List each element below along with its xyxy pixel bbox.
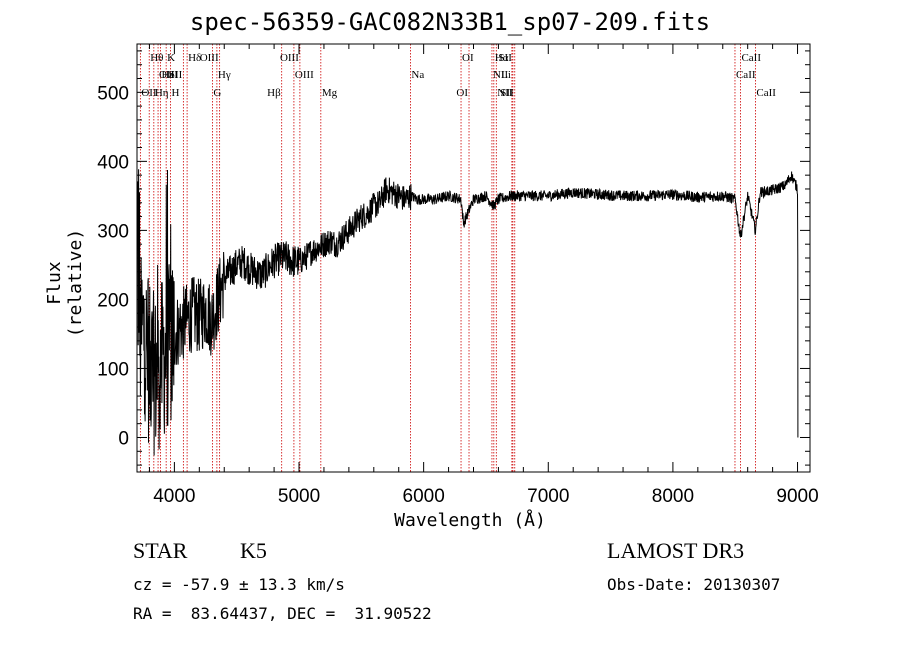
y-axis: 0 100 200 300 400 500 — [97, 50, 810, 466]
survey-label: LAMOST DR3 — [607, 538, 745, 563]
line-marker-label: Hδ — [188, 52, 201, 64]
line-marker-label: OI — [456, 87, 468, 99]
chart-title: spec-56359-GAC082N33B1_sp07-209.fits — [189, 8, 711, 36]
y-tick-label: 500 — [97, 83, 129, 104]
line-marker-label: CaII — [736, 69, 756, 81]
line-marker-label: Hη — [155, 87, 169, 99]
line-marker-label: HeI — [162, 69, 179, 81]
obs-date-text: Obs-Date: 20130307 — [607, 575, 781, 594]
redshift-text: cz = -57.9 ± 13.3 km/s — [133, 575, 345, 594]
line-marker-label: OIII — [280, 52, 299, 64]
spectrum-series-line — [136, 169, 799, 456]
line-marker-label: Mg — [322, 87, 338, 99]
y-tick-label: 200 — [97, 290, 129, 311]
object-class: STAR — [133, 538, 188, 563]
line-marker-label: Na — [411, 69, 424, 81]
x-tick-label: 6000 — [403, 486, 445, 507]
y-axis-label: Flux (relative) — [44, 228, 86, 338]
line-marker-label: Hθ — [150, 52, 163, 64]
line-marker-label: NII — [493, 69, 509, 81]
x-axis-label: Wavelength (Å) — [394, 510, 546, 531]
line-marker-label: CaII — [741, 52, 761, 64]
line-marker-label: OIII — [159, 69, 178, 81]
line-marker-label: CaII — [756, 87, 776, 99]
line-marker-label: H — [172, 87, 180, 99]
line-marker-label: K — [167, 52, 175, 64]
line-marker-label: Hγ — [218, 69, 231, 81]
line-marker-label: Hα — [495, 52, 509, 64]
x-tick-label: 7000 — [527, 486, 569, 507]
line-marker-label: Li — [501, 69, 511, 81]
line-marker-label: OIII — [295, 69, 314, 81]
x-tick-label: 4000 — [153, 486, 195, 507]
line-marker-label: OI — [462, 52, 474, 64]
line-marker-label: OIII — [200, 52, 219, 64]
line-marker-label: NII — [497, 87, 513, 99]
y-tick-label: 0 — [118, 428, 129, 449]
y-tick-label: 400 — [97, 152, 129, 173]
y-tick-label: 300 — [97, 221, 129, 242]
y-tick-label: 100 — [97, 359, 129, 380]
x-tick-label: 5000 — [278, 486, 320, 507]
x-tick-label: 9000 — [776, 486, 818, 507]
x-axis: 4000 5000 6000 7000 8000 9000 — [148, 44, 819, 507]
line-marker-label: G — [213, 87, 221, 99]
line-marker-label: Hβ — [267, 87, 281, 99]
x-tick-label: 8000 — [652, 486, 694, 507]
line-marker-label: OII — [141, 87, 157, 99]
line-marker-labels: OIIHθOIIIHeIHηKSIIHHδGHγOIIIHβOIIIOIIIMg… — [141, 52, 776, 99]
line-marker-label: SII — [498, 52, 512, 64]
line-marker-label: SII — [500, 87, 514, 99]
coordinates-text: RA = 83.64437, DEC = 31.90522 — [133, 604, 432, 623]
line-marker-label: SII — [169, 69, 183, 81]
object-subclass: K5 — [240, 538, 267, 563]
